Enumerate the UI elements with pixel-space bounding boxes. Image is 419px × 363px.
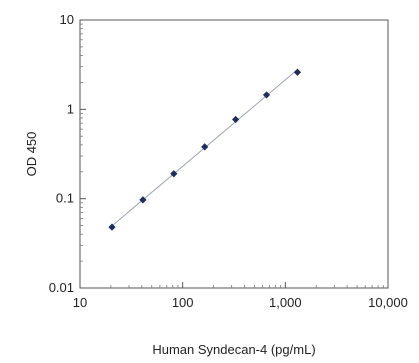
data-point: [170, 170, 178, 178]
data-point: [232, 115, 240, 124]
x-tick-label: 10: [73, 295, 87, 310]
y-tick-label: 1: [67, 101, 74, 116]
x-tick-label: 10,000: [368, 295, 408, 310]
data-points: [108, 68, 302, 231]
major-ticks: [79, 19, 389, 289]
minor-ticks: [80, 23, 384, 288]
y-tick-label: 10: [60, 12, 74, 27]
x-axis-label: Human Syndecan-4 (pg/mL): [152, 342, 315, 357]
data-point: [139, 196, 147, 204]
y-tick-label: 0.1: [56, 191, 74, 206]
data-point: [262, 91, 271, 99]
plot-area: [79, 19, 389, 289]
y-axis-label: OD 450: [24, 132, 39, 177]
data-point: [108, 223, 116, 231]
data-point: [293, 68, 302, 76]
y-tick-label: 0.01: [49, 280, 74, 295]
x-tick-labels: 10 100 1,000 10,000: [73, 295, 408, 310]
y-tick-labels: 0.01 0.1 1 10: [49, 12, 74, 295]
x-tick-label: 1,000: [269, 295, 302, 310]
data-point: [201, 143, 209, 151]
x-tick-label: 100: [172, 295, 194, 310]
